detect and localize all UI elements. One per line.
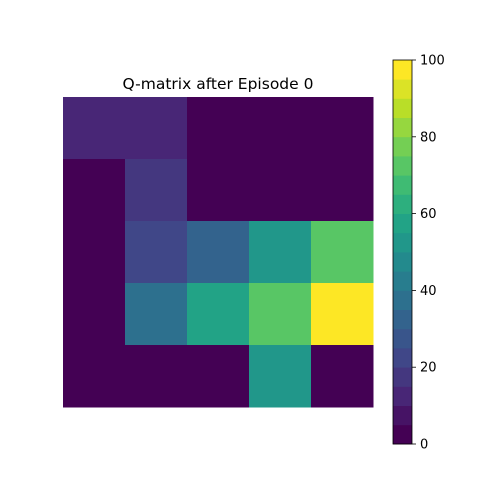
colorbar-tick-label-5: 100 — [420, 54, 445, 69]
colorbar-segment-0 — [393, 424, 412, 445]
heatmap-cell-r4-c4 — [311, 345, 374, 408]
heatmap-cell-r3-c1 — [125, 283, 188, 346]
colorbar-segment-19 — [393, 60, 412, 80]
colorbar-tick-label-1: 20 — [420, 361, 437, 376]
colorbar-segment-16 — [393, 117, 412, 138]
heatmap-cell-r2-c0 — [63, 221, 126, 284]
colorbar-segment-6 — [393, 309, 412, 330]
colorbar-segment-8 — [393, 271, 412, 291]
heatmap-cell-r0-c3 — [249, 97, 312, 160]
colorbar-segment-3 — [393, 367, 412, 387]
heatmap-cells — [63, 97, 374, 408]
colorbar-segment-13 — [393, 175, 412, 195]
heatmap-cell-r4-c0 — [63, 345, 126, 408]
colorbar-segment-5 — [393, 328, 412, 349]
heatmap-cell-r1-c0 — [63, 159, 126, 222]
colorbar-segment-7 — [393, 290, 412, 310]
heatmap-cell-r4-c3 — [249, 345, 312, 408]
colorbar-segment-12 — [393, 194, 412, 214]
colorbar-segment-9 — [393, 252, 412, 272]
heatmap-cell-r2-c2 — [187, 221, 250, 284]
heatmap-cell-r1-c1 — [125, 159, 188, 222]
colorbar-tick-label-0: 0 — [420, 438, 428, 453]
colorbar-segment-14 — [393, 156, 412, 176]
heatmap-cell-r2-c1 — [125, 221, 188, 284]
colorbar-segment-11 — [393, 213, 412, 234]
colorbar-segment-2 — [393, 386, 412, 406]
colorbar: 0 20 40 60 80 100 — [392, 54, 445, 453]
colorbar-frame — [392, 59, 413, 445]
colorbar-segment-4 — [393, 348, 412, 368]
colorbar-tick-label-3: 60 — [420, 207, 437, 222]
heatmap-cell-r1-c2 — [187, 159, 250, 222]
heatmap-cell-r2-c4 — [311, 221, 374, 284]
heatmap-cell-r4-c2 — [187, 345, 250, 408]
heatmap-cell-r4-c1 — [125, 345, 188, 408]
heatmap-cell-r0-c0 — [63, 97, 126, 160]
heatmap-cell-r0-c2 — [187, 97, 250, 160]
heatmap-cell-r0-c1 — [125, 97, 188, 160]
colorbar-tick-label-4: 80 — [420, 130, 437, 145]
heatmap-cell-r3-c3 — [249, 283, 312, 346]
colorbar-tick-label-2: 40 — [420, 284, 437, 299]
heatmap-cell-r0-c4 — [311, 97, 374, 160]
heatmap-cell-r2-c3 — [249, 221, 312, 284]
heatmap-cell-r1-c3 — [249, 159, 312, 222]
colorbar-segment-17 — [393, 98, 412, 118]
colorbar-segment-10 — [393, 232, 412, 253]
heatmap-cell-r3-c4 — [311, 283, 374, 346]
heatmap-cell-r3-c2 — [187, 283, 250, 346]
heatmap-cell-r1-c4 — [311, 159, 374, 222]
colorbar-segment-15 — [393, 136, 412, 157]
chart-title: Q-matrix after Episode 0 — [123, 75, 314, 93]
heatmap-cell-r3-c0 — [63, 283, 126, 346]
colorbar-segment-1 — [393, 405, 412, 426]
colorbar-segment-18 — [393, 79, 412, 99]
